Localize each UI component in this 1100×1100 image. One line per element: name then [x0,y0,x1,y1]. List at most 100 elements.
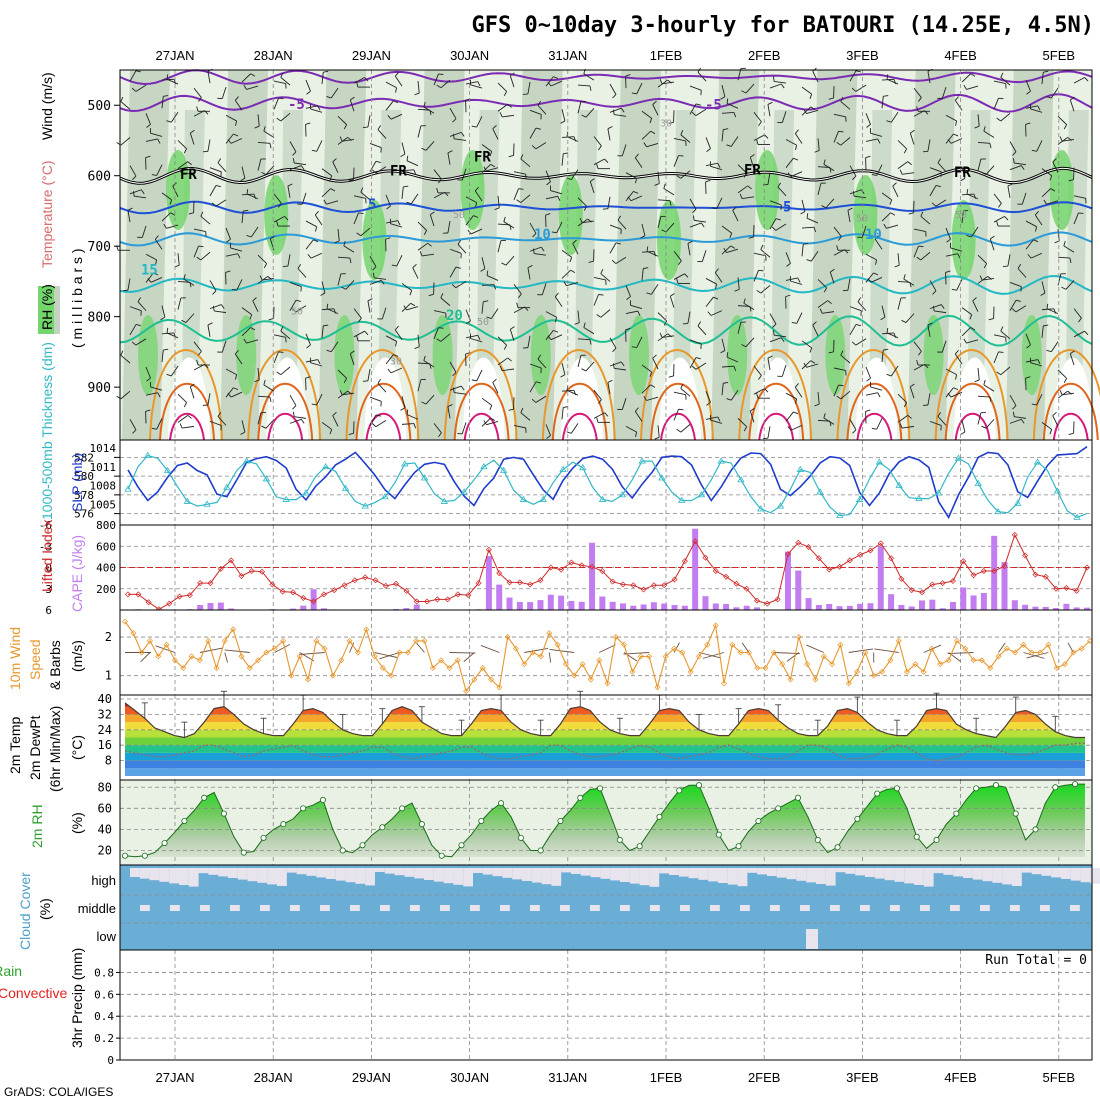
wind-barb [993,216,1005,223]
cloud-gap-high [669,868,679,875]
wind-barb [767,426,771,439]
wind10-point [829,661,836,668]
temp2m-label-c: (6hr Min/Max) [47,706,63,792]
wind-barb [561,109,566,122]
temp-contour-label: 20 [446,308,463,324]
wind-barb [513,424,526,429]
cape-bar [650,602,657,610]
lifted-index-point [960,558,967,565]
wind-barb-flag [931,202,937,207]
wind-barb-flag [163,95,169,97]
cloud-gap-mid [680,905,690,911]
wind10-point [346,637,353,644]
precip-tick-label: 0.2 [94,1032,114,1045]
cloud-gap-high [277,868,287,886]
wind-barb [977,158,982,171]
wind-barb-flag [341,286,347,290]
temp-contour-30 [551,382,608,441]
wind-barb [913,228,926,232]
wind-barb [305,105,318,109]
wind10-point [1020,641,1027,648]
sounding-left-labels: RH (%) Temperature (°C) Wind (m/s) ( m i… [38,72,85,348]
wind-barb [454,392,467,395]
wind-barb-flag [413,423,417,429]
cloud-gap-mid [170,905,180,911]
wind-barb [310,108,323,113]
wind-barb [1009,394,1017,406]
rh2m-point [992,782,999,789]
wind-barb [561,249,572,258]
wind-barb [305,359,318,363]
wind-barb-flag [132,175,137,180]
wind-barb [769,200,782,206]
wind-barb-flag [767,101,773,105]
wind-barb [854,195,867,199]
wind-barb [150,277,163,283]
wind-barb [246,85,259,90]
wind-barb [897,414,908,423]
wind-barb [705,137,711,149]
wind-barb-flag [246,234,252,238]
wind-barb-flag [918,350,922,356]
wind-barb [857,301,867,311]
wind-barb-flag [1046,349,1052,353]
bottom-date-axis: 27JAN 28JAN 29JAN 30JAN 31JAN 1FEB 2FEB 3FEB 4FE… [155,1070,1075,1085]
wind-barb-flag [1046,96,1052,99]
wind10-point [779,661,786,668]
wind-barb-flag [166,120,172,123]
wind-barb-flag [659,79,663,84]
wind10-point [488,676,495,683]
wind10-point [171,657,178,664]
cloud-gap-high [228,868,238,878]
wind10-point [621,641,628,648]
wind-barb [825,198,835,209]
slp-line [127,446,1088,520]
wind-barb [287,254,291,267]
wind-barb [920,215,931,225]
rh-high-patch [362,200,387,280]
wind-barb [657,199,671,202]
wind-barb-flag [350,96,355,101]
wind-barb [326,200,339,205]
wind-barb-flag [760,244,764,250]
cloud-gap-high [620,868,630,882]
lifted-index-point [1001,563,1008,570]
cloud-gap-mid [200,905,210,911]
temp-contour-25 [345,349,420,441]
wind-barb-flag [349,257,352,264]
thickness-point [460,488,468,495]
wind-barb-flag [634,153,639,159]
wind-barb [449,266,457,278]
wind-barb-flag [1059,390,1063,396]
wind-barb-flag [706,401,711,406]
wind-barb-flag [547,335,552,340]
wind-barb [550,190,563,195]
wind10-point [637,653,644,660]
cape-bar [197,605,204,610]
wind-barb [833,384,839,397]
cape-bar [867,603,874,610]
cloud-gap-mid [1040,905,1050,911]
wind-barb [1073,195,1086,199]
thickness-point [183,497,192,504]
wind-barb-flag [475,202,478,208]
wind-barb-flag [960,431,966,435]
wind-barb-flag [996,221,999,227]
wind-barb-flag [532,233,537,238]
wind-barb [945,133,954,144]
wind-barb [983,130,995,138]
rh2m-point [656,813,663,820]
cloud-gap-high [394,868,405,876]
wind-barb-flag [1037,105,1041,111]
wind-barb-flag [836,141,842,146]
temp-contour-25 [934,349,1009,441]
wind-barb-flag [414,92,420,96]
wind-barb-flag [259,275,263,281]
wind-barb-flag [1012,151,1017,156]
cloud-gap-mid [770,905,780,911]
lifted-index-point [712,568,719,575]
wind-barb-flag [937,158,942,163]
bottom-date-label: 28JAN [254,1070,293,1085]
temp-contour-label: FR [744,162,761,178]
wind-barb-flag [295,299,301,302]
